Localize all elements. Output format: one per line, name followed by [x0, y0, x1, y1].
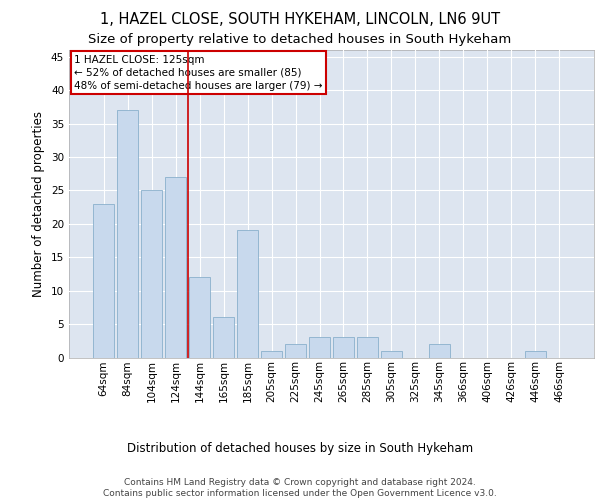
- Text: 1, HAZEL CLOSE, SOUTH HYKEHAM, LINCOLN, LN6 9UT: 1, HAZEL CLOSE, SOUTH HYKEHAM, LINCOLN, …: [100, 12, 500, 28]
- Bar: [261, 351, 283, 358]
- Text: Distribution of detached houses by size in South Hykeham: Distribution of detached houses by size …: [127, 442, 473, 455]
- Bar: [213, 318, 235, 358]
- Bar: [117, 110, 139, 358]
- Bar: [141, 190, 163, 358]
- Y-axis label: Number of detached properties: Number of detached properties: [32, 111, 46, 296]
- Bar: [165, 177, 187, 358]
- Text: Size of property relative to detached houses in South Hykeham: Size of property relative to detached ho…: [88, 32, 512, 46]
- Bar: [380, 351, 402, 358]
- Bar: [356, 338, 378, 357]
- Bar: [189, 278, 211, 357]
- Bar: [285, 344, 307, 358]
- Bar: [309, 338, 331, 357]
- Text: Contains HM Land Registry data © Crown copyright and database right 2024.
Contai: Contains HM Land Registry data © Crown c…: [103, 478, 497, 498]
- Bar: [93, 204, 115, 358]
- Bar: [428, 344, 450, 358]
- Bar: [332, 338, 354, 357]
- Bar: [237, 230, 259, 358]
- Bar: [524, 351, 546, 358]
- Text: 1 HAZEL CLOSE: 125sqm
← 52% of detached houses are smaller (85)
48% of semi-deta: 1 HAZEL CLOSE: 125sqm ← 52% of detached …: [74, 54, 323, 91]
